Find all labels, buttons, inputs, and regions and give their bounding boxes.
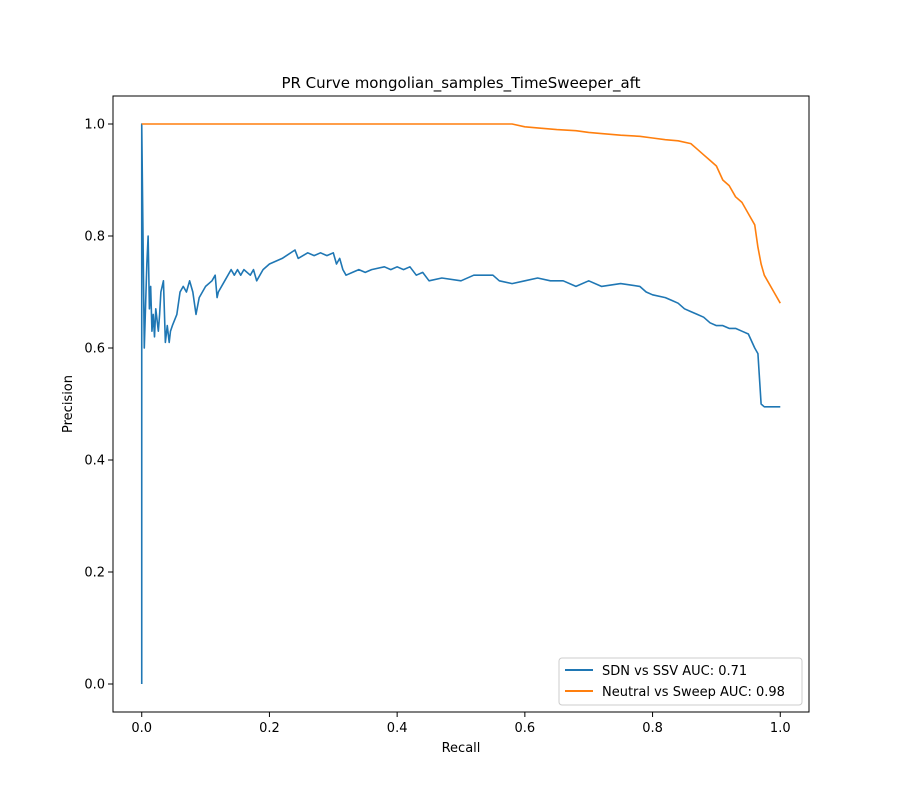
legend-label-sdn-vs-ssv: SDN vs SSV AUC: 0.71 xyxy=(602,664,747,679)
x-tick-label: 0.4 xyxy=(387,721,408,736)
x-tick-label: 0.2 xyxy=(259,721,280,736)
y-axis-label: Precision xyxy=(61,375,76,433)
y-tick-label: 0.4 xyxy=(84,454,105,469)
x-tick-label: 0.0 xyxy=(131,721,152,736)
y-tick-label: 0.8 xyxy=(84,230,105,245)
y-axis-ticks: 0.0 0.2 0.4 0.6 0.8 1.0 xyxy=(84,118,113,693)
x-axis-label: Recall xyxy=(442,741,481,756)
series-line-0 xyxy=(140,123,781,684)
series-line-1 xyxy=(141,123,781,304)
legend-box xyxy=(558,657,803,706)
series-layer xyxy=(140,123,781,684)
axes-frame xyxy=(112,95,810,713)
chart-title: PR Curve mongolian_samples_TimeSweeper_a… xyxy=(281,74,640,93)
y-tick-label: 1.0 xyxy=(84,118,105,133)
legend: SDN vs SSV AUC: 0.71 Neutral vs Sweep AU… xyxy=(558,657,803,706)
y-tick-label: 0.2 xyxy=(84,566,105,581)
y-tick-label: 0.0 xyxy=(84,678,105,693)
x-tick-label: 0.6 xyxy=(515,721,536,736)
legend-label-neutral-vs-sweep: Neutral vs Sweep AUC: 0.98 xyxy=(602,685,785,700)
x-axis-ticks: 0.0 0.2 0.4 0.6 0.8 1.0 xyxy=(131,712,791,736)
x-tick-label: 0.8 xyxy=(642,721,663,736)
x-tick-label: 1.0 xyxy=(770,721,791,736)
plot-area xyxy=(112,95,810,713)
y-tick-label: 0.6 xyxy=(84,342,105,357)
